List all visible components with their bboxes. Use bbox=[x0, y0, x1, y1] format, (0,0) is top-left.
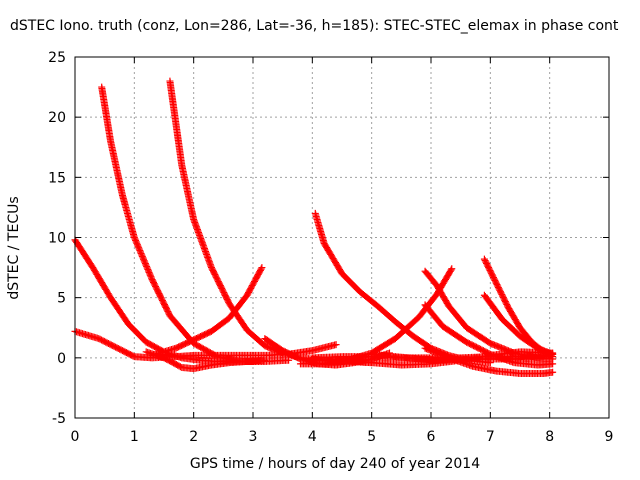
x-tick-label: 2 bbox=[189, 429, 198, 445]
y-tick-label: -5 bbox=[52, 411, 66, 427]
data-point bbox=[257, 265, 265, 273]
y-tick-label: 10 bbox=[48, 231, 66, 247]
data-point bbox=[549, 368, 557, 376]
y-axis-label: dSTEC / TECUs bbox=[6, 196, 22, 300]
series-layer bbox=[71, 77, 557, 377]
data-point bbox=[549, 360, 557, 368]
data-point bbox=[447, 266, 455, 274]
x-tick-label: 4 bbox=[308, 429, 317, 445]
y-tick-label: 5 bbox=[57, 291, 66, 307]
series-arc17 bbox=[368, 350, 557, 364]
x-tick-label: 9 bbox=[605, 429, 614, 445]
x-tick-label: 3 bbox=[249, 429, 258, 445]
x-tick-label: 5 bbox=[367, 429, 376, 445]
x-tick-label: 0 bbox=[71, 429, 80, 445]
y-tick-label: 20 bbox=[48, 110, 66, 126]
y-tick-label: 25 bbox=[48, 50, 66, 66]
data-point bbox=[332, 341, 340, 349]
x-tick-label: 6 bbox=[427, 429, 436, 445]
y-tick-label: 15 bbox=[48, 170, 66, 186]
axis-ticks: 0 1 2 3 4 5 6 7 8 9 -5 0 5 10 15 20 25 bbox=[48, 50, 613, 445]
series-arc6 bbox=[148, 264, 266, 359]
x-tick-label: 1 bbox=[130, 429, 139, 445]
chart-title: dSTEC Iono. truth (conz, Lon=286, Lat=-3… bbox=[10, 18, 619, 34]
data-point bbox=[448, 265, 456, 273]
data-point bbox=[258, 264, 266, 272]
series-arc8 bbox=[311, 209, 494, 367]
x-tick-label: 7 bbox=[486, 429, 495, 445]
y-tick-label: 0 bbox=[57, 351, 66, 367]
series-arc14 bbox=[421, 344, 557, 377]
series-arc4 bbox=[166, 77, 376, 367]
data-point bbox=[549, 350, 557, 358]
data-point bbox=[261, 356, 269, 364]
x-axis-label: GPS time / hours of day 240 of year 2014 bbox=[189, 456, 481, 472]
series-arc13 bbox=[421, 301, 557, 369]
x-tick-label: 8 bbox=[545, 429, 554, 445]
